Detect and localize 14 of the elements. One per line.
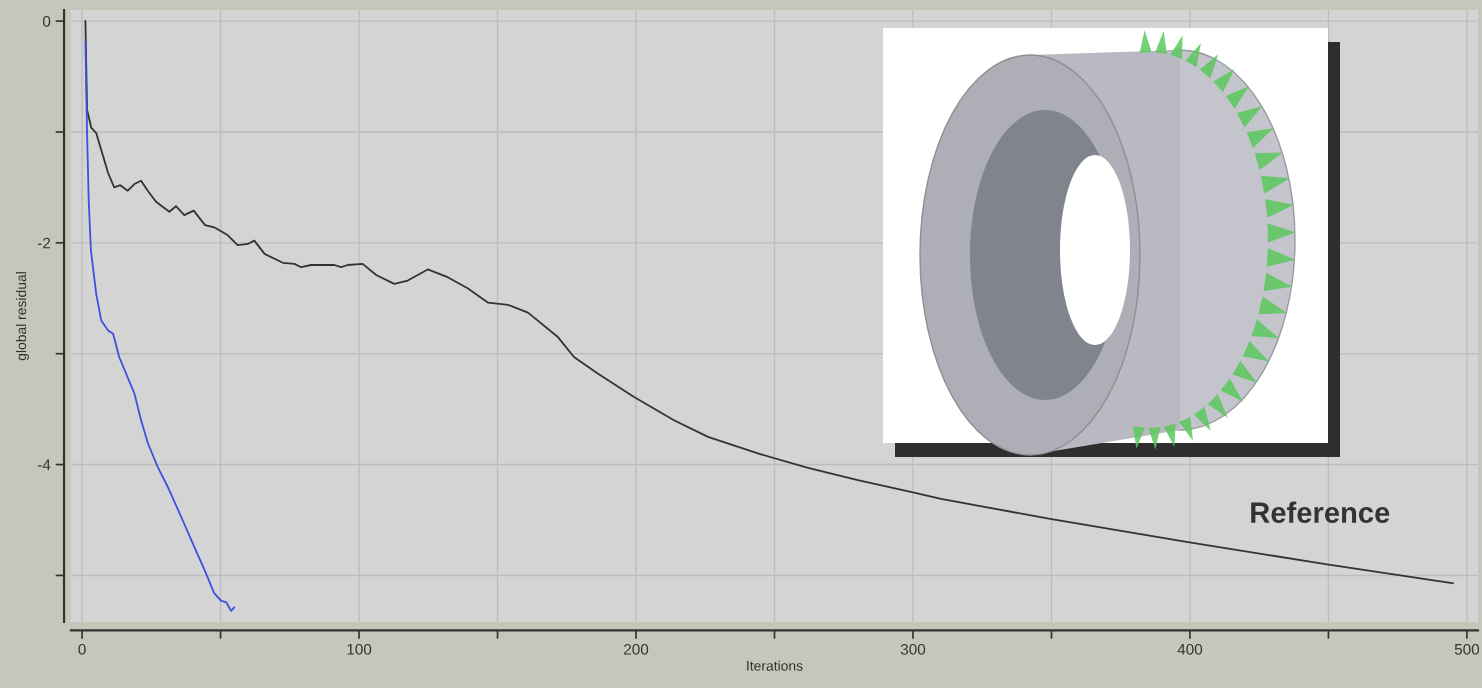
y-tick-label: -4 — [37, 459, 51, 471]
x-tick-label: 200 — [624, 643, 649, 655]
x-tick-label: 500 — [1454, 643, 1480, 655]
x-tick-label: 0 — [78, 643, 86, 655]
series-label: Reference — [1251, 501, 1390, 523]
x-tick-label: 400 — [1177, 643, 1203, 655]
x-axis-title: Iterations — [747, 660, 803, 671]
y-tick-label: 0 — [42, 15, 51, 27]
line-series — [84, 41, 236, 612]
y-axis-title: global residual — [16, 272, 29, 361]
x-tick-label: 100 — [347, 643, 372, 655]
line-series — [84, 20, 1454, 585]
x-tick-label: 300 — [900, 643, 926, 655]
y-tick-label: -2 — [37, 237, 51, 249]
